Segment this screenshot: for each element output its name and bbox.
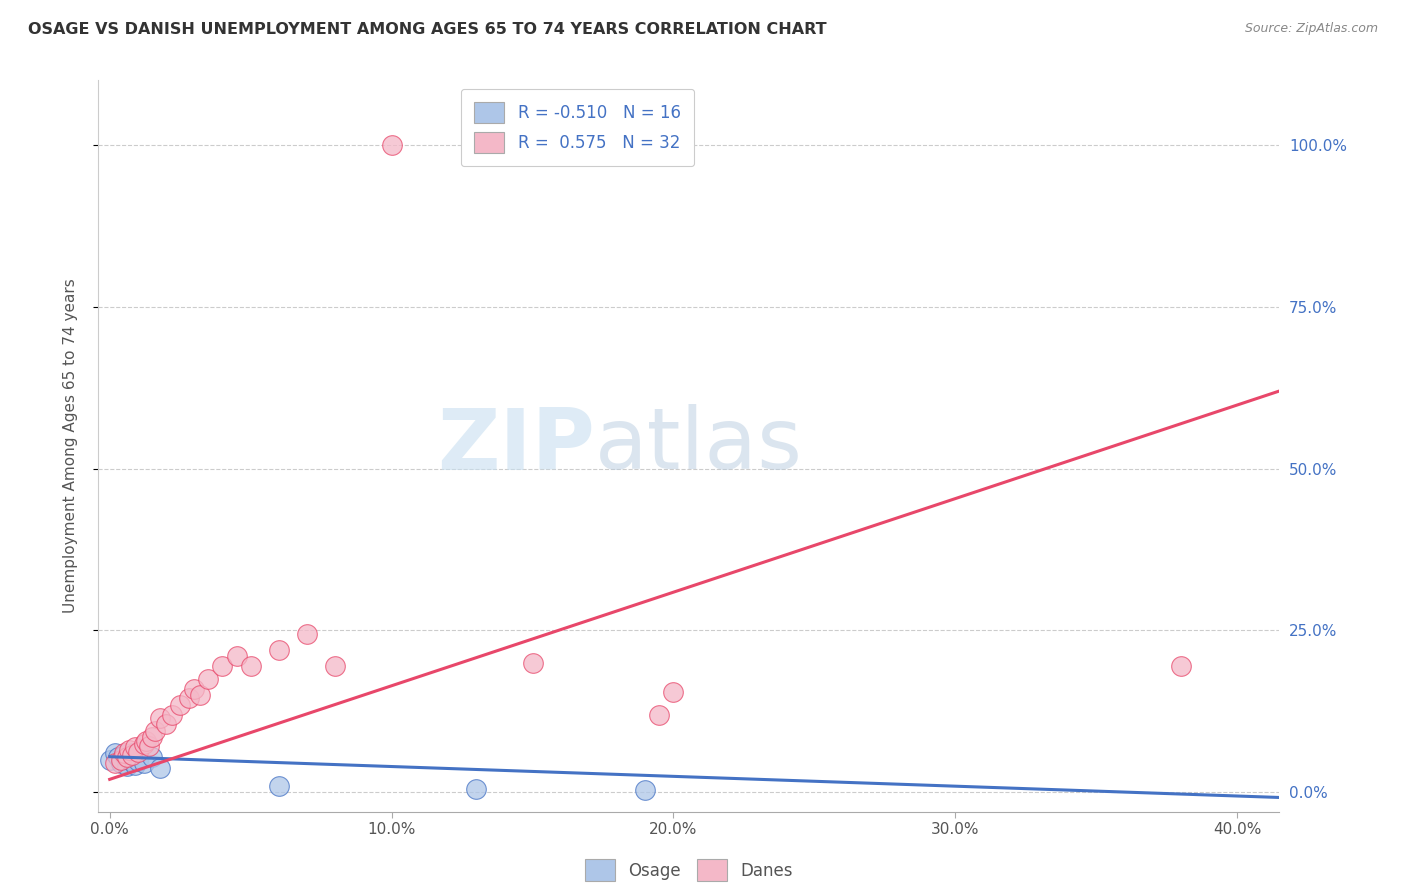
Point: [132, 756, 155, 771]
Y-axis label: Unemployment Among Ages 65 to 74 years: Unemployment Among Ages 65 to 74 years: [63, 278, 77, 614]
Text: Source: ZipAtlas.com: Source: ZipAtlas.com: [1244, 22, 1378, 36]
Point: [138, 739, 160, 753]
Legend: Osage, Danes: Osage, Danes: [578, 853, 800, 888]
Point: [323, 659, 346, 673]
Point: [121, 747, 143, 761]
Point: [98, 753, 121, 767]
Point: [239, 659, 262, 673]
Point: [197, 672, 219, 686]
Point: [115, 759, 138, 773]
Point: [380, 138, 402, 153]
Point: [121, 747, 143, 762]
Point: [149, 711, 172, 725]
Point: [124, 758, 146, 772]
Point: [107, 749, 129, 764]
Point: [155, 717, 177, 731]
Point: [104, 756, 127, 771]
Point: [634, 783, 657, 797]
Point: [141, 731, 163, 745]
Point: [1170, 659, 1192, 673]
Text: ZIP: ZIP: [437, 404, 595, 488]
Point: [225, 649, 247, 664]
Point: [169, 698, 191, 712]
Point: [143, 723, 166, 738]
Point: [648, 707, 671, 722]
Point: [522, 656, 544, 670]
Point: [112, 747, 135, 761]
Point: [177, 691, 200, 706]
Point: [127, 754, 149, 768]
Point: [267, 779, 290, 793]
Point: [115, 749, 138, 764]
Point: [135, 733, 157, 747]
Point: [188, 688, 211, 702]
Point: [183, 681, 205, 696]
Text: atlas: atlas: [595, 404, 803, 488]
Point: [132, 737, 155, 751]
Text: OSAGE VS DANISH UNEMPLOYMENT AMONG AGES 65 TO 74 YEARS CORRELATION CHART: OSAGE VS DANISH UNEMPLOYMENT AMONG AGES …: [28, 22, 827, 37]
Point: [160, 707, 183, 722]
Point: [662, 685, 685, 699]
Point: [112, 747, 135, 762]
Point: [465, 782, 488, 797]
Point: [110, 753, 132, 767]
Point: [211, 659, 233, 673]
Point: [141, 749, 163, 764]
Point: [104, 747, 127, 761]
Point: [118, 743, 141, 757]
Point: [267, 643, 290, 657]
Point: [110, 756, 132, 771]
Point: [124, 739, 146, 754]
Point: [149, 761, 172, 775]
Point: [295, 626, 318, 640]
Point: [127, 745, 149, 759]
Point: [118, 753, 141, 767]
